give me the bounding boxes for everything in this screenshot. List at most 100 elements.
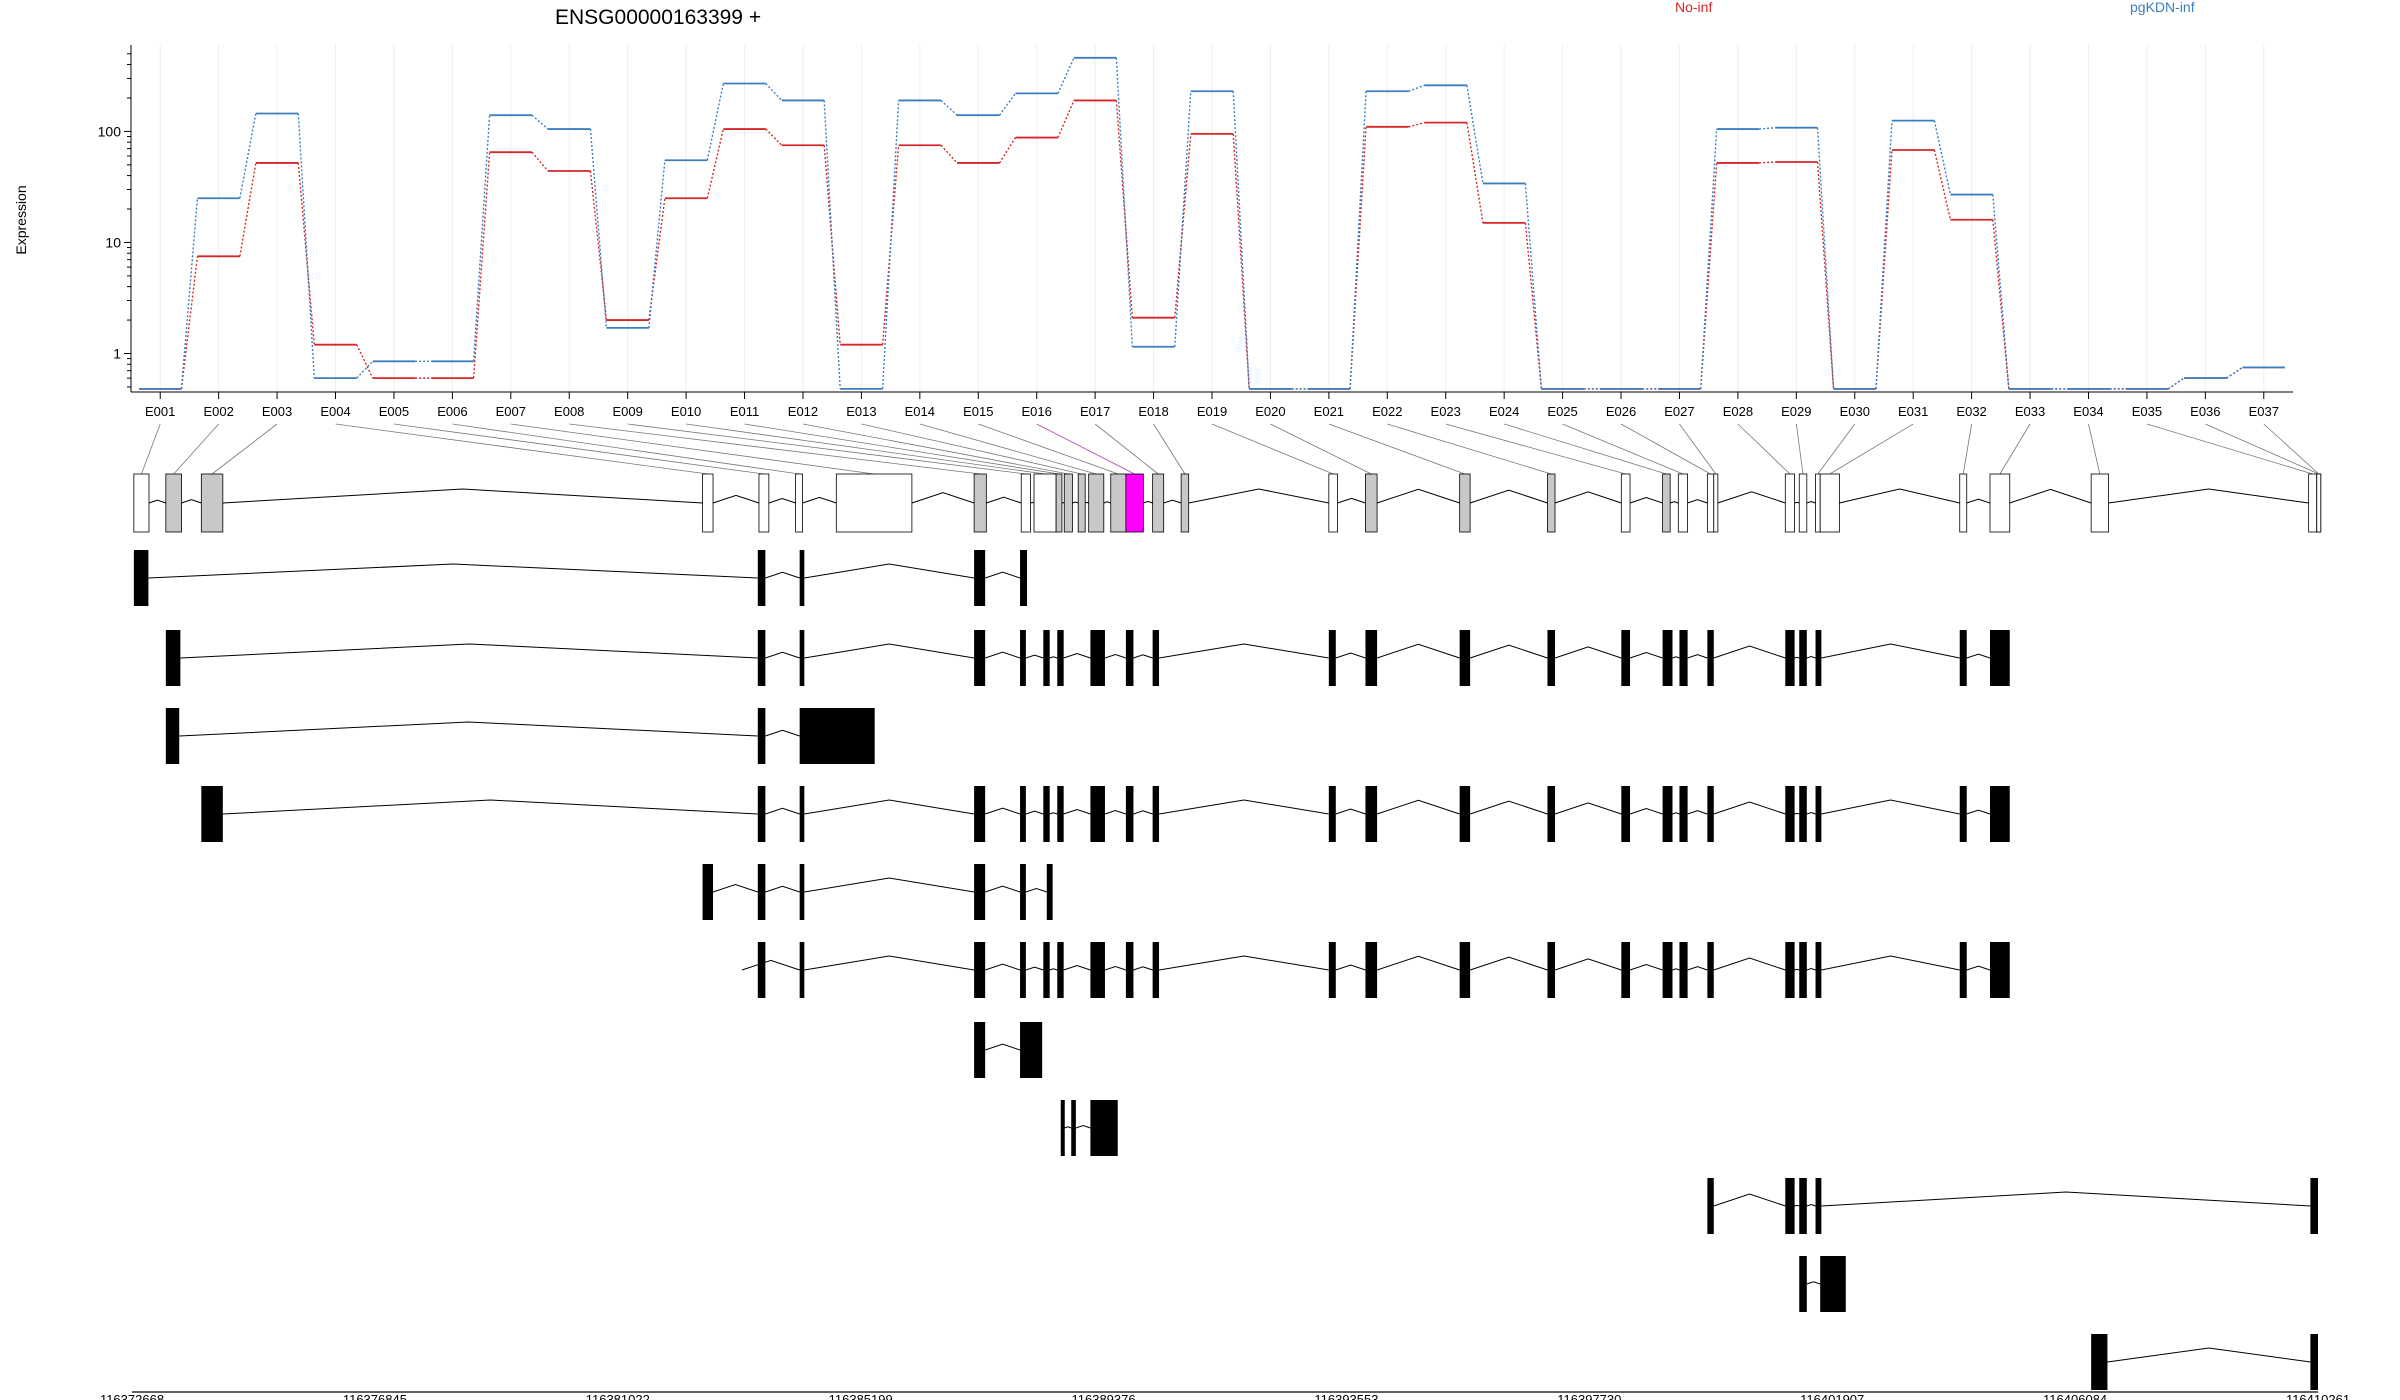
gene-model-layer (133, 473, 2322, 533)
exon-link (1679, 423, 1717, 475)
series-connector (531, 114, 549, 130)
transcript-intron (1133, 966, 1153, 971)
transcript-exon (1328, 786, 1336, 842)
intron-line (148, 499, 167, 504)
exon-link (173, 423, 219, 475)
transcript-layer (133, 550, 2318, 1390)
transcript-intron (1806, 812, 1816, 815)
exon-label: E025 (1547, 404, 1577, 419)
transcript-exon (1043, 786, 1050, 842)
transcript-exon (1662, 630, 1673, 686)
transcript-intron (1629, 964, 1663, 971)
intron-line (768, 498, 796, 504)
transcript-exon (1621, 630, 1631, 686)
exon-box (1088, 473, 1105, 533)
transcript-exon (1043, 942, 1050, 998)
transcript-intron (1025, 654, 1044, 659)
transcript-intron (1158, 643, 1329, 659)
legend-no-inf: No-inf (1675, 0, 1712, 15)
exon-link (1504, 423, 1667, 475)
transcript-intron (804, 955, 975, 971)
series-connector (1466, 122, 1484, 224)
exon-label: E014 (905, 404, 935, 419)
genomic-axis-layer: 116372668 116376845 116381022 116385199 1163… (100, 1391, 2350, 1400)
series-connector (1933, 120, 1952, 195)
transcript-intron (1713, 957, 1786, 971)
exon-box (1677, 473, 1689, 533)
exon-box (1033, 473, 1057, 533)
exon-box (702, 473, 714, 533)
transcript-intron (1794, 812, 1800, 815)
transcript-exon (1365, 786, 1378, 842)
exon-link-layer (141, 423, 2320, 475)
exon-label: E033 (2015, 404, 2045, 419)
series-connector (823, 100, 841, 389)
series-connector (1408, 84, 1425, 92)
exon-box (165, 473, 182, 533)
series-connector (1174, 91, 1192, 347)
transcript (974, 1022, 1043, 1078)
exon-link (978, 423, 1119, 475)
transcript-intron (1554, 802, 1622, 815)
transcript-intron (804, 799, 975, 815)
transcript-intron (1025, 810, 1044, 815)
exon-box (795, 473, 803, 533)
transcript-intron (1966, 809, 1991, 815)
exon-label: E037 (2249, 404, 2279, 419)
transcript-exon (1785, 630, 1795, 686)
series-connector (356, 360, 374, 379)
transcript-exon (1785, 1178, 1795, 1234)
series-connector (180, 198, 199, 389)
transcript-exon (1989, 942, 2010, 998)
transcript-intron (1063, 809, 1091, 815)
exon-box (133, 473, 150, 533)
intron-line (2009, 488, 2092, 504)
transcript-intron (985, 963, 1021, 971)
genomic-tick-label: 116401907 (1800, 1392, 1864, 1400)
exon-link (335, 423, 708, 475)
exon-label: E007 (496, 404, 526, 419)
transcript-exon (757, 864, 766, 920)
series-connector (1115, 57, 1134, 347)
exon-link (1817, 423, 1856, 475)
exon-link (1211, 423, 1334, 475)
series-connector (1992, 194, 2010, 389)
exon-link (1620, 423, 1711, 475)
exon-box (1798, 473, 1808, 533)
transcript-intron (1133, 654, 1153, 659)
exon-label: E021 (1314, 404, 1344, 419)
transcript-exon (1785, 786, 1795, 842)
series-connector (589, 170, 608, 321)
transcript-exon (1707, 786, 1714, 842)
exon-link (1036, 423, 1135, 475)
exon-label: E015 (963, 404, 993, 419)
exon-label: E027 (1664, 404, 1694, 419)
transcript-intron (1806, 656, 1816, 659)
intron-line (1554, 491, 1622, 504)
transcript-intron (1158, 799, 1329, 815)
transcript-intron (1794, 1204, 1800, 1207)
grid-layer (159, 45, 2265, 392)
transcript-intron (804, 877, 975, 893)
transcript-intron (712, 884, 758, 893)
transcript (1060, 1100, 1118, 1156)
exon-link (510, 423, 875, 475)
transcript-intron (1629, 652, 1663, 659)
series-connector (765, 83, 783, 101)
transcript-intron (804, 643, 975, 659)
exon-box (973, 473, 987, 533)
exon-label: E009 (612, 404, 642, 419)
transcript-exon (757, 708, 766, 764)
transcript-exon (1057, 630, 1064, 686)
exon-box (758, 473, 770, 533)
transcript-exon (1547, 786, 1556, 842)
intron-line (1030, 501, 1035, 504)
intron-line (1717, 491, 1786, 504)
transcript-exon (799, 786, 805, 842)
intron-line (986, 496, 1022, 504)
transcript-intron (1469, 644, 1548, 659)
transcript-intron (765, 885, 800, 893)
exon-box (1989, 473, 2011, 533)
transcript-exon (1785, 942, 1795, 998)
transcript-exon (702, 864, 714, 920)
